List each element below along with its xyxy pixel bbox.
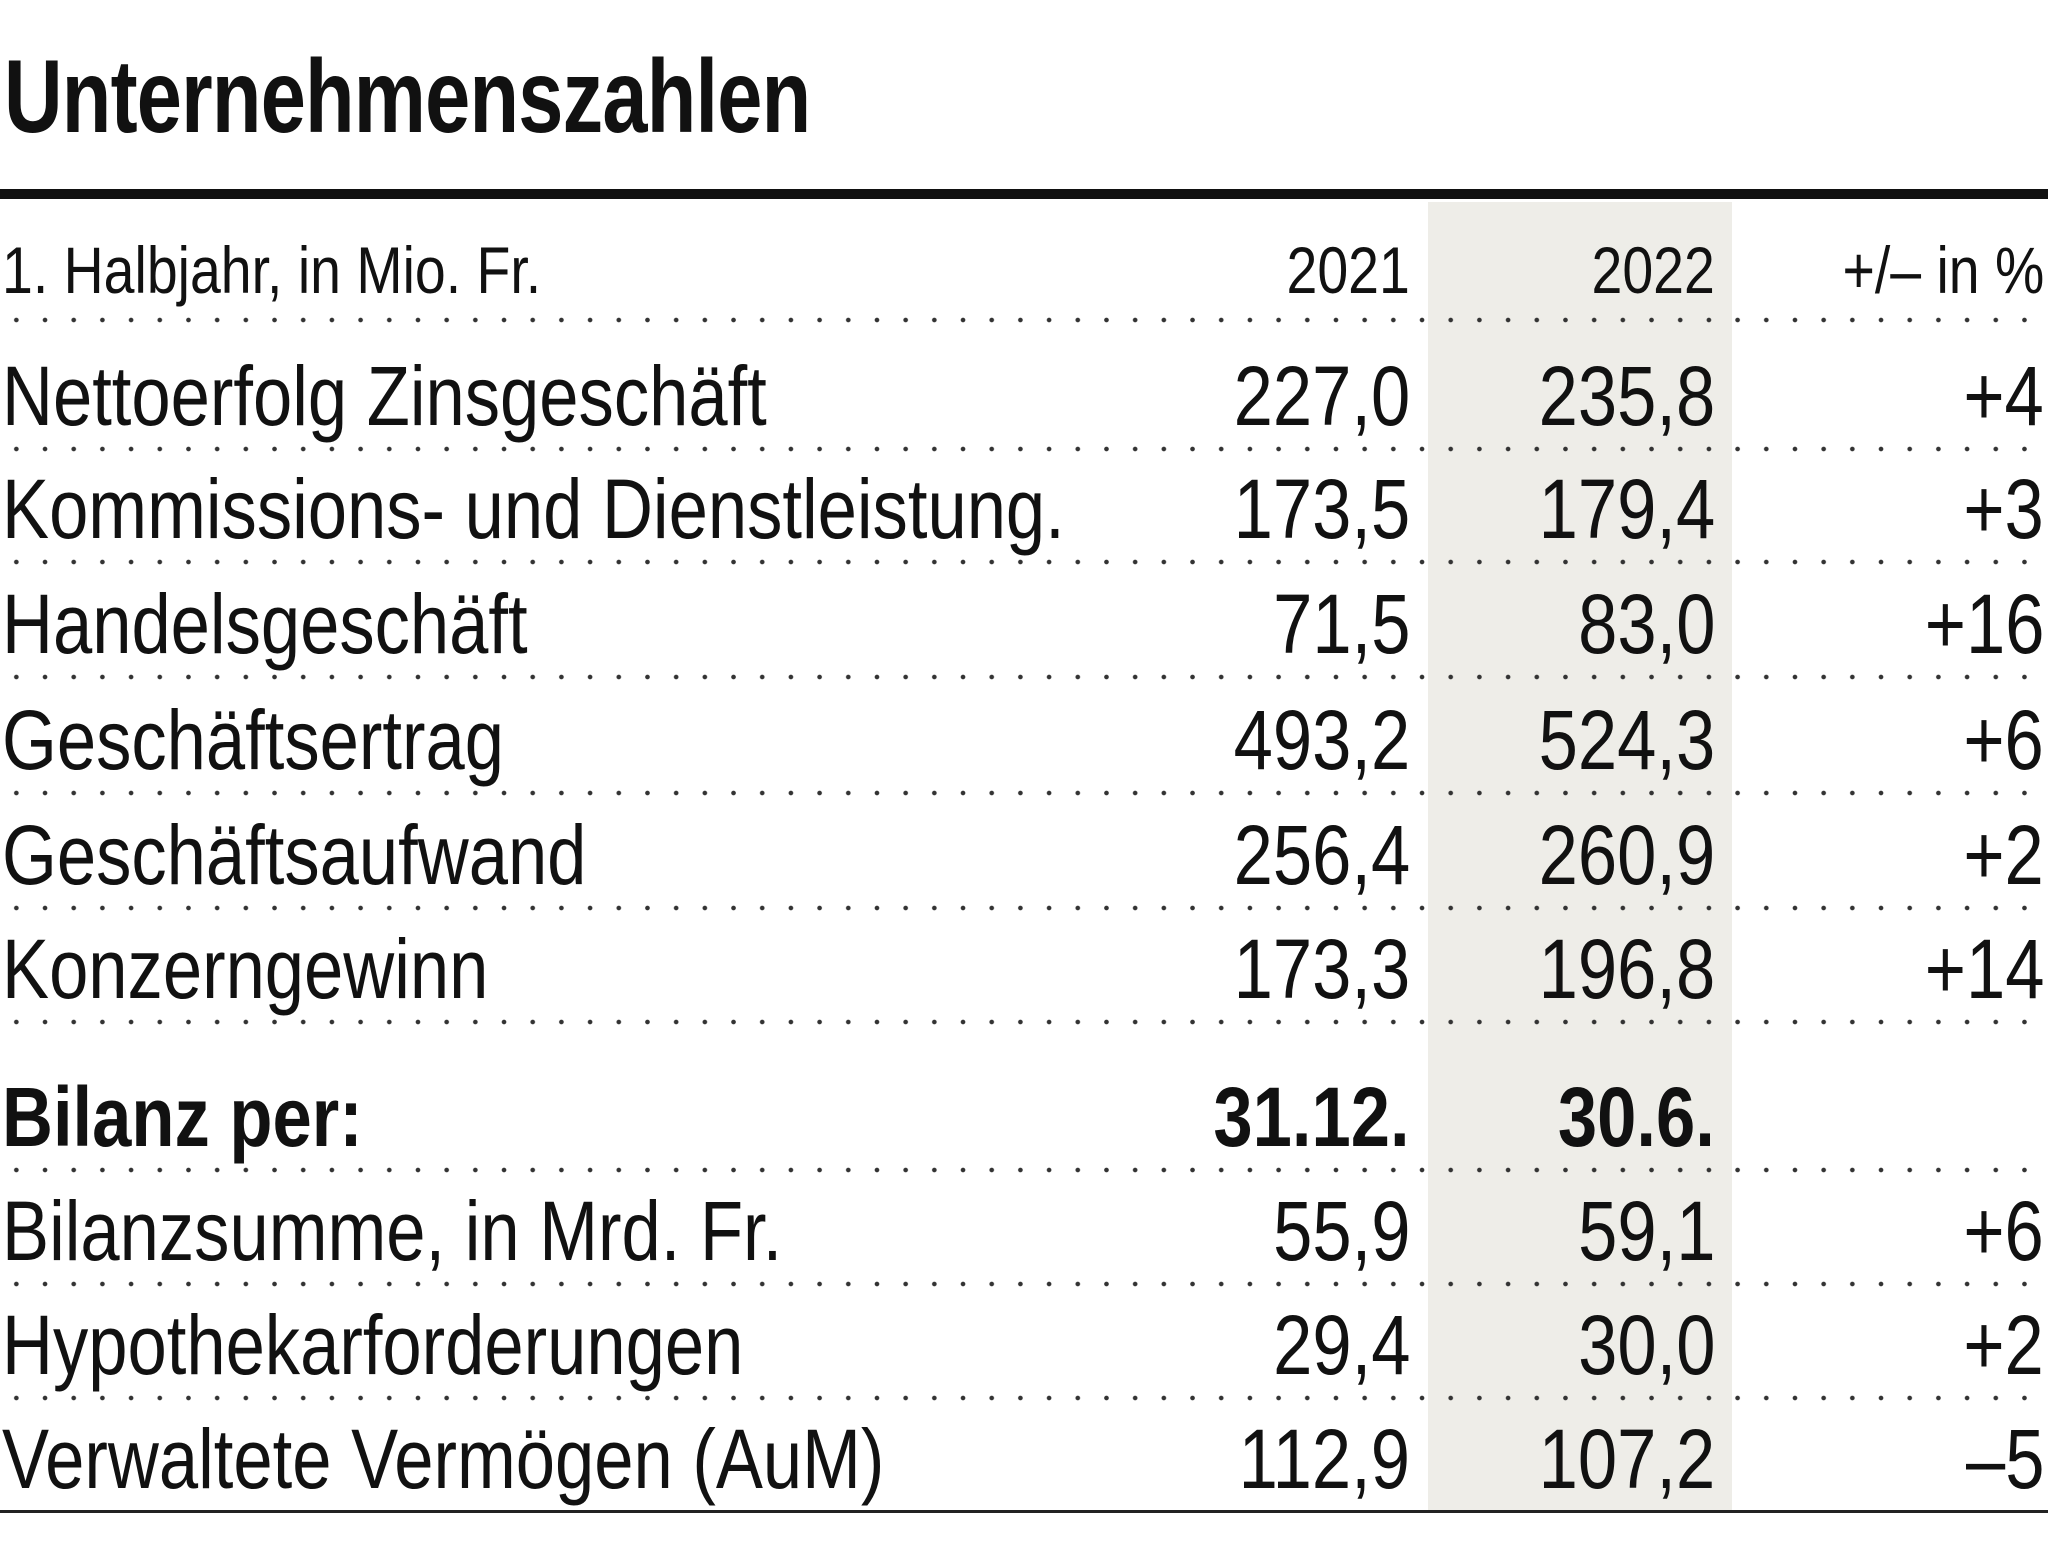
cell-value: –5 — [1965, 1412, 2044, 1506]
cell-value: +2 — [1963, 808, 2044, 902]
cell-value: 107,2 — [1538, 1412, 1715, 1506]
dotted-separator — [0, 1281, 2048, 1287]
cell-value: +6 — [1963, 693, 2044, 787]
table-row: Hypothekarforderungen 29,4 30,0 +2 — [0, 1290, 2048, 1400]
cell-value: 112,9 — [1238, 1412, 1410, 1506]
table-row: Handelsgeschäft 71,5 83,0 +16 — [0, 569, 2048, 679]
row-label: Geschäftsaufwand — [2, 808, 587, 902]
table-row: Geschäftsertrag 493,2 524,3 +6 — [0, 685, 2048, 795]
cell-value: +2 — [1963, 1298, 2044, 1392]
cell-value: 31.12. — [1213, 1070, 1410, 1164]
table-row: Konzerngewinn 173,3 196,8 +14 — [0, 914, 2048, 1024]
title: Unternehmenszahlen — [4, 39, 811, 155]
table-row: Nettoerfolg Zinsgeschäft 227,0 235,8 +4 — [0, 341, 2048, 451]
dotted-separator — [0, 317, 2048, 323]
cell-value: 196,8 — [1538, 922, 1715, 1016]
row-label: Bilanz per: — [2, 1070, 363, 1164]
cell-value: 179,4 — [1538, 462, 1715, 556]
cell-value: 2021 — [1286, 233, 1410, 307]
row-label: Verwaltete Vermögen (AuM) — [2, 1412, 885, 1506]
dotted-separator — [0, 1395, 2048, 1401]
cell-value: 83,0 — [1577, 577, 1715, 671]
row-label: Hypothekarforderungen — [2, 1298, 744, 1392]
top-rule — [0, 189, 2048, 199]
cell-value: 260,9 — [1538, 808, 1715, 902]
table-row: Verwaltete Vermögen (AuM) 112,9 107,2 –5 — [0, 1404, 2048, 1514]
cell-value: 2022 — [1591, 233, 1715, 307]
dotted-separator — [0, 446, 2048, 452]
dotted-separator — [0, 559, 2048, 565]
cell-value: 493,2 — [1233, 693, 1410, 787]
row-label: 1. Halbjahr, in Mio. Fr. — [2, 233, 542, 307]
cell-value: 71,5 — [1272, 577, 1410, 671]
cell-value: +/– in % — [1842, 233, 2044, 307]
column-highlight — [1428, 202, 1732, 1512]
row-label: Geschäftsertrag — [2, 693, 504, 787]
dotted-separator — [0, 1019, 2048, 1025]
cell-value: 173,5 — [1233, 462, 1410, 556]
row-label: Nettoerfolg Zinsgeschäft — [2, 349, 767, 443]
cell-value: 59,1 — [1577, 1184, 1715, 1278]
row-label: Kommissions- und Dienstleistung. — [2, 462, 1065, 556]
row-label: Bilanzsumme, in Mrd. Fr. — [2, 1184, 783, 1278]
table-row: Bilanz per: 31.12. 30.6. — [0, 1062, 2048, 1172]
table-row: Bilanzsumme, in Mrd. Fr. 55,9 59,1 +6 — [0, 1176, 2048, 1286]
cell-value: 173,3 — [1233, 922, 1410, 1016]
cell-value: 30.6. — [1558, 1070, 1715, 1164]
cell-value: +4 — [1963, 349, 2044, 443]
cell-value: 524,3 — [1538, 693, 1715, 787]
cell-value: 30,0 — [1577, 1298, 1715, 1392]
row-label: Konzerngewinn — [2, 922, 489, 1016]
bottom-rule — [0, 1510, 2048, 1513]
cell-value: 256,4 — [1233, 808, 1410, 902]
table-row: 1. Halbjahr, in Mio. Fr. 2021 2022 +/– in % — [0, 215, 2048, 325]
dotted-separator — [0, 905, 2048, 911]
table-row: Kommissions- und Dienstleistung. 173,5 179… — [0, 454, 2048, 564]
cell-value: +16 — [1924, 577, 2044, 671]
cell-value: 227,0 — [1233, 349, 1410, 443]
dotted-separator — [0, 674, 2048, 680]
cell-value: 235,8 — [1538, 349, 1715, 443]
table-row: Geschäftsaufwand 256,4 260,9 +2 — [0, 800, 2048, 910]
row-label: Handelsgeschäft — [2, 577, 528, 671]
cell-value: 29,4 — [1272, 1298, 1410, 1392]
cell-value: +14 — [1924, 922, 2044, 1016]
cell-value: +3 — [1963, 462, 2044, 556]
cell-value: 55,9 — [1272, 1184, 1410, 1278]
dotted-separator — [0, 790, 2048, 796]
dotted-separator — [0, 1167, 2048, 1173]
cell-value: +6 — [1963, 1184, 2044, 1278]
